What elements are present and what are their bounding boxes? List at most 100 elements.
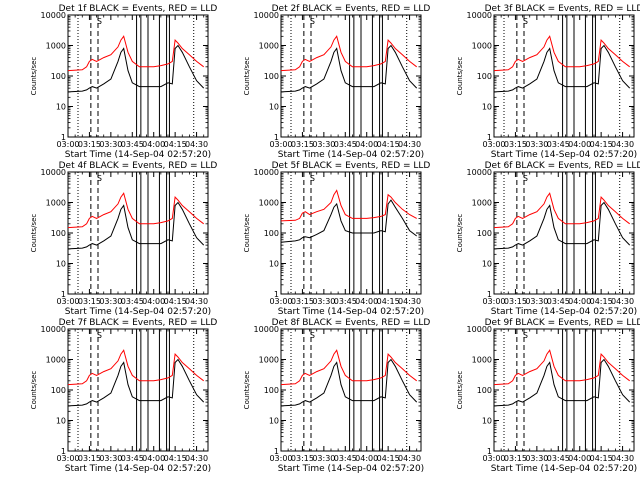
y-axis-label: Counts/sec [243,214,251,253]
x-tick-label: 04:15 [377,297,400,306]
x-tick-label: 04:30 [398,297,421,306]
panel-title: Det 6f BLACK = Events, RED = LLD [485,161,640,171]
series-line-events [67,201,205,250]
x-tick-label: 03:00 [56,140,79,149]
y-tick-label: 1000 [259,199,279,208]
y-tick-label: 1 [274,447,279,456]
top-marker-label: S [97,17,102,26]
y-tick-label: 10 [269,417,279,426]
panel-title: Det 2f BLACK = Events, RED = LLD [272,4,431,14]
y-tick-label: 10000 [467,11,492,20]
x-tick-label: 03:15 [504,297,527,306]
x-tick-label: 04:30 [185,297,208,306]
y-tick-label: 10 [482,417,492,426]
y-tick-label: 10000 [254,325,279,334]
panel-title: Det 5f BLACK = Events, RED = LLD [272,161,431,171]
x-tick-label: 03:30 [525,140,548,149]
x-tick-label: 03:45 [547,454,570,463]
x-tick-label: 04:30 [185,140,208,149]
series-line-events [280,44,418,93]
x-tick-label: 04:15 [164,140,187,149]
y-tick-label: 1000 [46,42,66,51]
x-tick-label: 03:30 [525,454,548,463]
plot-frame [280,328,422,452]
x-tick-label: 03:45 [547,297,570,306]
top-marker-label: S [97,331,102,340]
x-tick-label: 03:45 [334,297,357,306]
y-tick-label: 10000 [41,168,66,177]
x-tick-label: 03:30 [99,140,122,149]
x-tick-label: 03:45 [334,140,357,149]
x-tick-label: 03:00 [482,454,505,463]
y-tick-label: 10000 [41,325,66,334]
x-tick-label: 04:15 [377,140,400,149]
y-tick-label: 1000 [259,42,279,51]
y-axis-label: Counts/sec [30,214,38,253]
y-axis-label: Counts/sec [456,57,464,96]
y-tick-label: 100 [264,386,279,395]
panel-title: Det 9f BLACK = Events, RED = LLD [485,318,640,328]
y-tick-label: 10 [269,103,279,112]
x-tick-label: 03:45 [334,454,357,463]
x-tick-label: 04:30 [611,454,634,463]
x-tick-label: 03:30 [99,454,122,463]
x-tick-label: 03:15 [78,140,101,149]
panel-title: Det 4f BLACK = Events, RED = LLD [59,161,218,171]
panel-7: 1 10 100 1000 10000 03:0003:1503:3003:4504:00… [30,318,217,474]
x-axis-label: Start Time (14-Sep-04 02:57:20) [65,150,211,160]
x-tick-label: 03:00 [269,297,292,306]
x-tick-label: 04:15 [590,454,613,463]
x-axis-label: Start Time (14-Sep-04 02:57:20) [491,307,637,317]
top-marker-label: S [523,174,528,183]
y-tick-label: 10 [56,260,66,269]
panel-title: Det 7f BLACK = Events, RED = LLD [59,318,218,328]
y-tick-label: 10000 [467,325,492,334]
panel-8: 1 10 100 1000 10000 03:0003:1503:3003:4504:00… [243,318,430,474]
series-line-events [493,358,631,407]
y-tick-label: 1000 [472,356,492,365]
x-tick-label: 03:15 [504,140,527,149]
plot-frame [493,171,635,295]
y-tick-label: 10 [482,260,492,269]
series-line-events [493,201,631,250]
y-tick-label: 100 [477,386,492,395]
y-tick-label: 10 [482,103,492,112]
x-tick-label: 03:00 [56,454,79,463]
series-line-events [280,358,418,407]
x-tick-label: 03:00 [482,297,505,306]
series-line-lld [493,192,631,229]
panel-title: Det 1f BLACK = Events, RED = LLD [59,4,218,14]
x-axis-label: Start Time (14-Sep-04 02:57:20) [65,307,211,317]
x-axis-label: Start Time (14-Sep-04 02:57:20) [278,150,424,160]
series-line-lld [280,35,418,72]
x-tick-label: 03:30 [99,297,122,306]
series-line-events [67,44,205,93]
y-tick-label: 10000 [254,11,279,20]
x-tick-label: 03:15 [291,140,314,149]
y-axis-label: Counts/sec [456,214,464,253]
x-tick-label: 03:45 [121,140,144,149]
y-tick-label: 1 [487,447,492,456]
series-line-lld [493,35,631,72]
y-tick-label: 10 [56,103,66,112]
x-axis-label: Start Time (14-Sep-04 02:57:20) [491,150,637,160]
series-line-events [67,358,205,407]
x-tick-label: 04:15 [590,140,613,149]
series-line-lld [280,189,417,222]
x-tick-label: 03:30 [312,297,335,306]
x-tick-label: 03:15 [291,297,314,306]
top-marker-label: S [310,174,315,183]
series-line-lld [67,35,205,72]
y-axis-label: Counts/sec [30,371,38,410]
y-tick-label: 100 [51,72,66,81]
x-axis-label: Start Time (14-Sep-04 02:57:20) [278,464,424,474]
y-tick-label: 1 [61,290,66,299]
y-tick-label: 100 [264,229,279,238]
x-tick-label: 04:00 [142,297,165,306]
panel-title: Det 8f BLACK = Events, RED = LLD [272,318,431,328]
y-tick-label: 100 [477,72,492,81]
y-axis-label: Counts/sec [243,57,251,96]
x-tick-label: 04:00 [142,140,165,149]
y-tick-label: 1 [487,133,492,142]
series-line-lld [280,349,418,386]
